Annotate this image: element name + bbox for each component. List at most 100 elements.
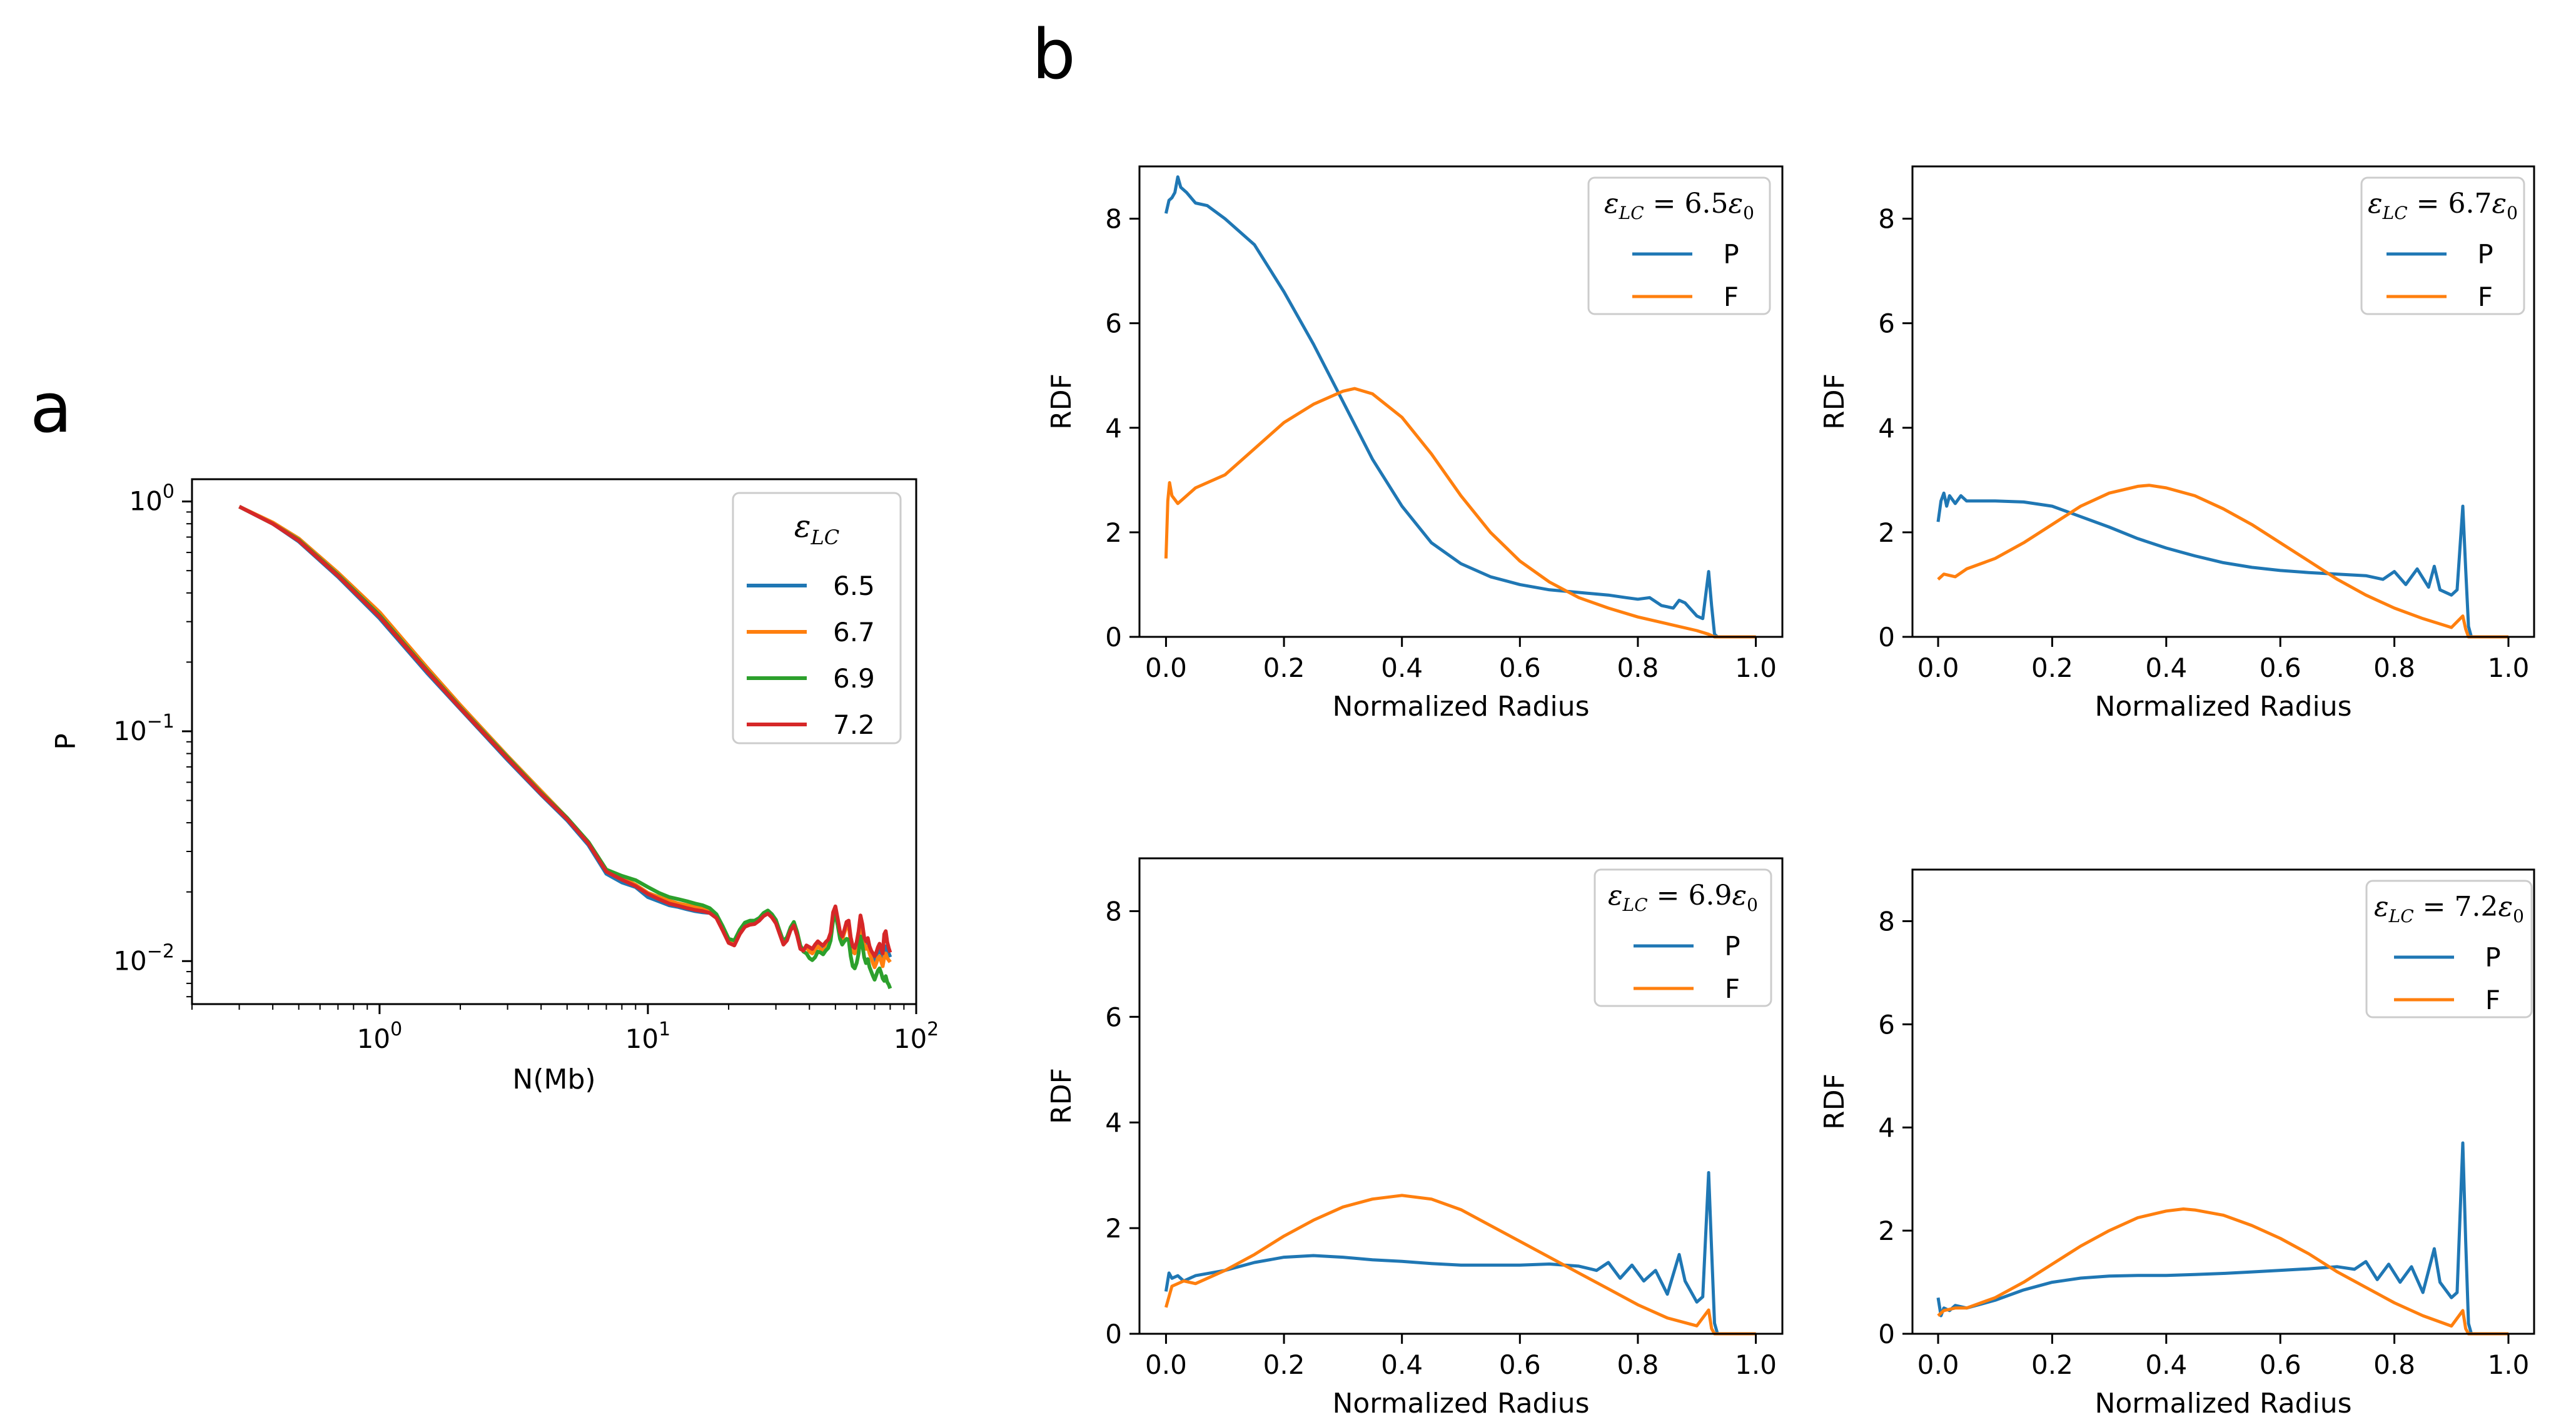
y-tick-label-b3: 2	[1105, 1213, 1122, 1244]
series-line-b3-P	[1164, 1171, 1756, 1336]
y-tick-label-a: 10−1	[113, 711, 174, 746]
legend-label-b4-P: P	[2485, 942, 2500, 973]
legend-eps0: ε	[1729, 188, 1744, 220]
series-line-b1-P	[1164, 175, 1756, 639]
x-axis-label-b4: Normalized Radius	[2094, 1388, 2351, 1419]
legend-label-6.7: 6.7	[833, 617, 875, 647]
legend-label-b2-F: F	[2478, 282, 2493, 312]
legend-eps0-sub: 0	[2513, 906, 2524, 927]
legend-eps-sub: LC	[1622, 895, 1648, 915]
legend-label-b3-F: F	[1725, 973, 1740, 1004]
legend-box-b1	[1587, 176, 1771, 315]
y-tick-label-b3: 8	[1105, 896, 1122, 927]
x-tick-label-b2: 0.6	[2260, 653, 2301, 683]
x-tick-label-b3: 0.4	[1381, 1349, 1423, 1380]
series-line-b4-P	[1936, 1141, 2508, 1336]
y-tick-label-b4: 6	[1878, 1009, 1895, 1040]
x-axis-label-a: N(Mb)	[512, 1064, 595, 1095]
tick-base: 10	[894, 1023, 927, 1054]
legend-title-main: ε	[794, 508, 811, 544]
legend-box-b2	[2360, 176, 2525, 315]
series-line-7.2	[238, 505, 892, 958]
legend-eps0: ε	[1732, 880, 1747, 912]
series-line-b4-F	[1937, 1207, 2508, 1336]
legend-eq-value: = 7.2	[2414, 891, 2498, 923]
tick-base: 10	[129, 486, 162, 517]
chart-b1: 0.0 0.2 0.4 0.6 0.8 1.0 0 2 4 6 8 Normalized Radius…	[1046, 165, 1784, 723]
tick-base: 10	[113, 716, 146, 746]
x-tick-label-b2: 0.4	[2145, 653, 2187, 683]
legend-eps: ε	[2368, 188, 2383, 220]
legend-title-sub: LC	[811, 526, 840, 549]
legend-eps0: ε	[2492, 188, 2507, 220]
x-tick-label-b2: 0.2	[2031, 653, 2073, 683]
tick-base: 10	[625, 1023, 659, 1054]
legend-eps-sub: LC	[2388, 906, 2414, 927]
legend-label-b4-F: F	[2485, 985, 2500, 1015]
legend-box-b4	[2365, 880, 2533, 1018]
x-tick-label-b4: 1.0	[2488, 1349, 2530, 1380]
plot-frame-b1	[1138, 165, 1784, 638]
legend-eps0: ε	[2498, 891, 2513, 923]
legend-label-b3-P: P	[1724, 931, 1740, 962]
x-tick-label-b1: 0.6	[1499, 653, 1541, 683]
y-axis-label-b4: RDF	[1819, 1074, 1851, 1130]
series-line-b1-F	[1164, 387, 1756, 639]
y-tick-label-b1: 2	[1105, 517, 1122, 548]
tick-exp: −2	[147, 940, 174, 962]
legend-label-6.9: 6.9	[833, 663, 875, 694]
chart-b3: 0.0 0.2 0.4 0.6 0.8 1.0 0 2 4 6 8 Normalized Radius…	[1046, 857, 1784, 1419]
x-tick-label-b3: 1.0	[1735, 1349, 1777, 1380]
legend-eps: ε	[1604, 188, 1619, 220]
panel-label-a: a	[30, 368, 72, 448]
y-tick-label-b2: 6	[1878, 308, 1895, 339]
x-tick-label-b2: 0.8	[2373, 653, 2415, 683]
y-tick-label-b4: 4	[1878, 1112, 1895, 1143]
tick-exp: 0	[163, 481, 174, 503]
plot-frame-b4	[1911, 868, 2535, 1335]
tick-exp: −1	[147, 711, 174, 733]
legend-eps0-sub: 0	[1747, 895, 1758, 915]
x-axis-label-b3: Normalized Radius	[1332, 1388, 1589, 1419]
x-tick-label-b3: 0.0	[1145, 1349, 1187, 1380]
y-tick-label-b1: 6	[1105, 308, 1122, 339]
x-axis-label-b2: Normalized Radius	[2094, 691, 2351, 723]
legend-title-b2: εLC = 6.7ε0	[2368, 188, 2518, 223]
legend-eps-sub: LC	[1619, 203, 1644, 223]
plot-frame-b2	[1911, 165, 2535, 638]
legend-label-b1-F: F	[1724, 282, 1739, 312]
legend-eps0-sub: 0	[2507, 203, 2518, 223]
x-tick-label-b4: 0.8	[2373, 1349, 2415, 1380]
tick-exp: 1	[659, 1018, 670, 1040]
legend-eq-value: = 6.5	[1644, 188, 1729, 220]
legend-b2: εLC = 6.7ε0 PF	[2360, 176, 2525, 315]
x-tick-label-a: 101	[625, 1018, 671, 1054]
legend-eq-value: = 6.9	[1648, 880, 1732, 912]
y-axis-label-b1: RDF	[1046, 373, 1078, 430]
charts-layer: 100 101 10210010−110−2N(Mb)PεLC6.56.76.97.…	[50, 165, 2535, 1419]
legend-label-b2-P: P	[2477, 239, 2493, 270]
legend-eps: ε	[2374, 891, 2389, 923]
y-tick-label-b2: 0	[1878, 622, 1895, 653]
legend-label-7.2: 7.2	[833, 709, 875, 740]
x-tick-label-a: 102	[894, 1018, 939, 1054]
x-tick-label-b4: 0.2	[2031, 1349, 2073, 1380]
y-tick-label-b1: 0	[1105, 622, 1122, 653]
legend-title-b4: εLC = 7.2ε0	[2374, 891, 2524, 927]
legend-label-b1-P: P	[1723, 239, 1739, 270]
chart-a: 100 101 10210010−110−2N(Mb)PεLC6.56.76.97.…	[50, 478, 939, 1095]
y-tick-label-b2: 8	[1878, 204, 1895, 235]
y-tick-label-a: 100	[129, 481, 174, 517]
legend-eps-sub: LC	[2382, 203, 2408, 223]
y-tick-label-a: 10−2	[113, 940, 174, 976]
chart-b2: 0.0 0.2 0.4 0.6 0.8 1.0 0 2 4 6 8 Normalized Radius…	[1819, 165, 2535, 723]
y-tick-label-b3: 6	[1105, 1002, 1122, 1032]
y-tick-label-b1: 8	[1105, 204, 1122, 235]
legend-box-b3	[1594, 868, 1772, 1007]
y-axis-label-b3: RDF	[1046, 1068, 1078, 1124]
legend-title-b3: εLC = 6.9ε0	[1608, 880, 1758, 915]
y-axis-label-a: P	[50, 733, 82, 750]
x-tick-label-b1: 0.0	[1145, 653, 1187, 683]
